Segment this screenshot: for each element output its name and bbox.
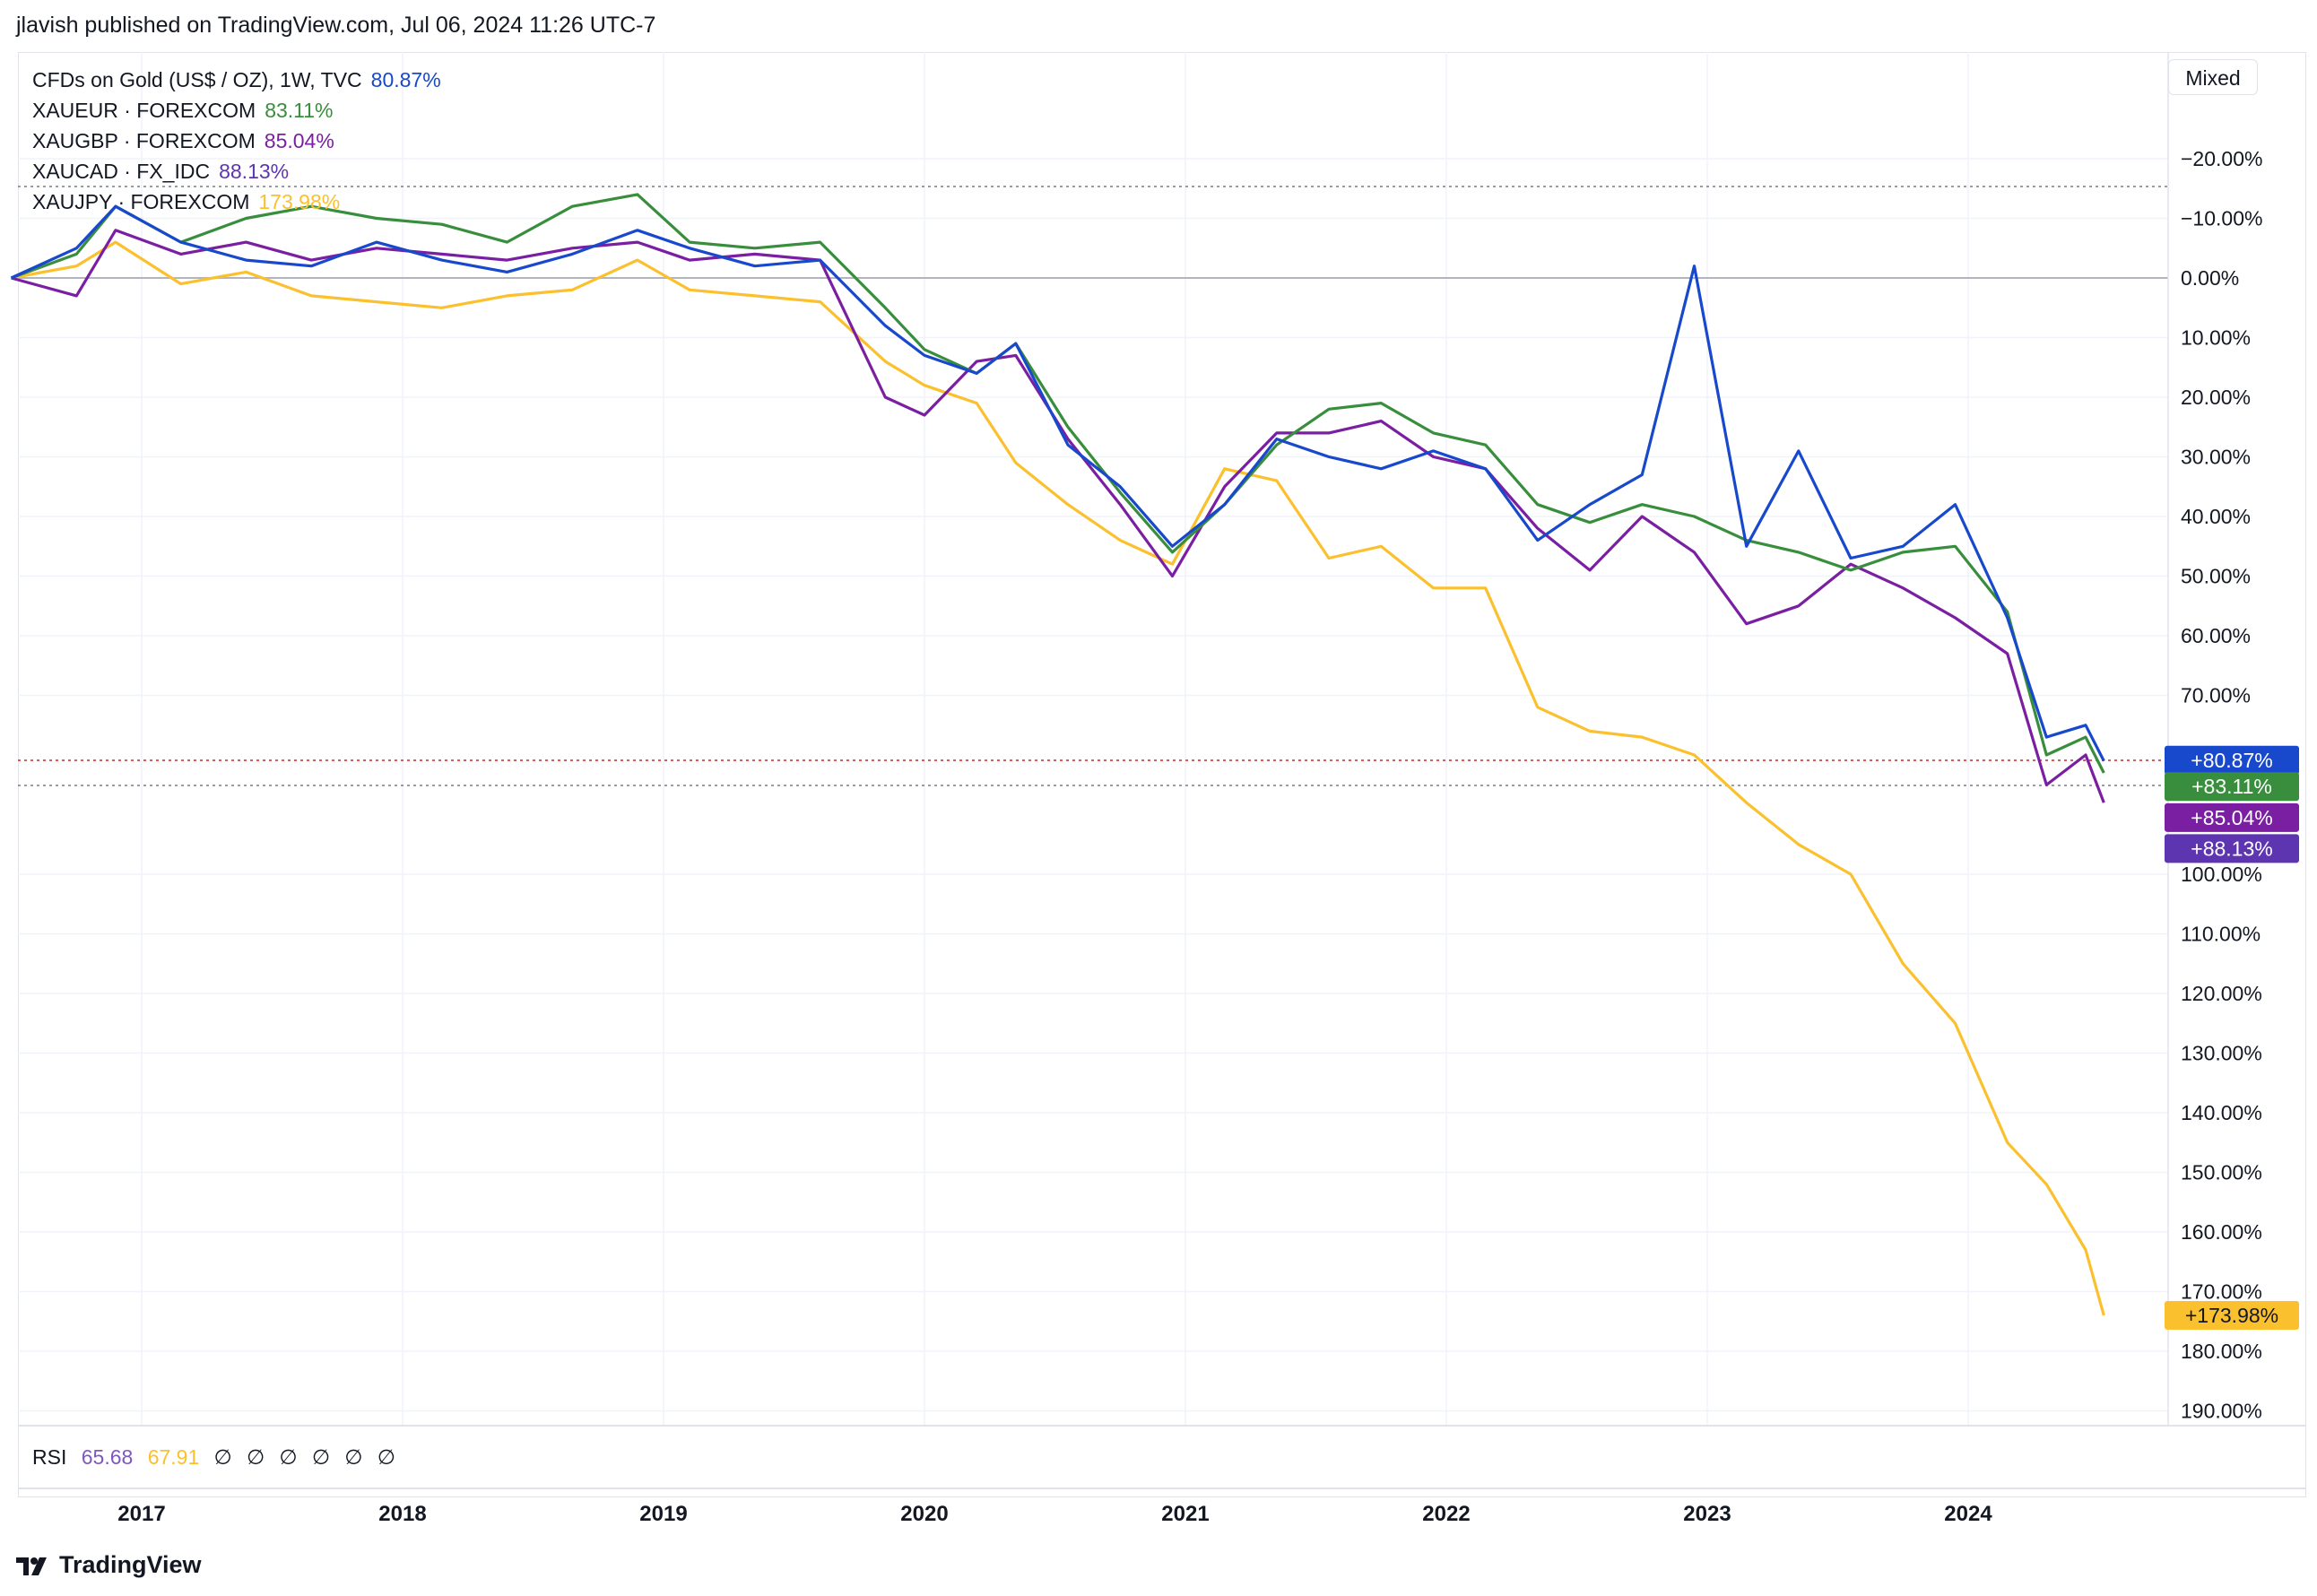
legend-symbol: XAUCAD · FX_IDC (32, 160, 211, 183)
rsi-value-1: 65.68 (81, 1445, 134, 1469)
y-tick-label: 150.00% (2181, 1161, 2262, 1184)
legend-row-gold[interactable]: CFDs on Gold (US$ / OZ), 1W, TVC 80.87% (32, 65, 441, 95)
rsi-empty-value: ∅ (344, 1445, 363, 1469)
y-tick-label: 50.00% (2181, 565, 2251, 588)
rsi-empty-value: ∅ (247, 1445, 265, 1469)
rsi-empty-value: ∅ (311, 1445, 330, 1469)
legend-row-xaucad[interactable]: XAUCAD · FX_IDC 88.13% (32, 156, 441, 186)
y-tick-label: 60.00% (2181, 624, 2251, 647)
legend-value: 83.11% (265, 99, 334, 122)
last-value-badge (2165, 834, 2299, 863)
x-tick-label: 2023 (1683, 1502, 1731, 1526)
last-value-badge (2165, 802, 2299, 832)
legend-row-xaujpy[interactable]: XAUJPY · FOREXCOM 173.98% (32, 186, 441, 217)
y-tick-label: 30.00% (2181, 446, 2251, 469)
brand-name: TradingView (59, 1551, 202, 1578)
legend-value: 173.98% (258, 190, 341, 213)
rsi-empty-value: ∅ (213, 1445, 232, 1469)
legend-symbol: XAUEUR · FOREXCOM (32, 99, 256, 122)
x-tick-label: 2017 (117, 1502, 165, 1526)
series-line (10, 204, 2105, 762)
y-tick-label: 170.00% (2181, 1280, 2262, 1304)
last-value-label: +83.11% (2191, 775, 2272, 798)
rsi-empty-value: ∅ (279, 1445, 298, 1469)
x-tick-label: 2018 (378, 1502, 426, 1526)
rsi-empty-value: ∅ (377, 1445, 395, 1469)
rsi-value-2: 67.91 (147, 1445, 200, 1469)
y-tick-label: 40.00% (2181, 505, 2251, 528)
y-tick-label: −20.00% (2181, 147, 2262, 170)
publisher-header: jlavish published on TradingView.com, Ju… (16, 13, 656, 38)
last-value-badge (2165, 745, 2299, 775)
y-tick-label: −10.00% (2181, 207, 2262, 230)
legend-value: 85.04% (264, 129, 334, 152)
legend-symbol: XAUGBP · FOREXCOM (32, 129, 256, 152)
series-line (10, 193, 2105, 774)
x-tick-label: 2024 (1944, 1502, 1992, 1526)
y-tick-label: 160.00% (2181, 1220, 2262, 1244)
y-tick-label: 130.00% (2181, 1042, 2262, 1065)
legend-symbol: XAUJPY · FOREXCOM (32, 190, 250, 213)
x-tick-label: 2021 (1161, 1502, 1209, 1526)
y-tick-label: 110.00% (2181, 923, 2261, 946)
y-tick-label: 70.00% (2181, 684, 2251, 707)
last-value-label: +88.13% (2191, 837, 2272, 860)
legend-row-xaueur[interactable]: XAUEUR · FOREXCOM 83.11% (32, 95, 441, 126)
last-value-label: +80.87% (2191, 749, 2272, 772)
x-tick-label: 2019 (639, 1502, 687, 1526)
y-tick-label: 140.00% (2181, 1101, 2262, 1124)
last-value-label: +85.04% (2191, 806, 2272, 829)
y-tick-label: 10.00% (2181, 326, 2251, 350)
rsi-label: RSI (32, 1445, 67, 1469)
x-tick-label: 2022 (1422, 1502, 1470, 1526)
y-tick-label: 120.00% (2181, 982, 2262, 1005)
chart-frame (18, 52, 2306, 1497)
legend-value: 80.87% (370, 68, 441, 91)
last-value-badge (2165, 1300, 2299, 1330)
legend-row-xaugbp[interactable]: XAUGBP · FOREXCOM 85.04% (32, 126, 441, 156)
y-tick-label: 190.00% (2181, 1400, 2262, 1423)
scale-mode-button[interactable]: Mixed (2168, 59, 2258, 95)
legend-value: 88.13% (219, 160, 290, 183)
tradingview-brand[interactable]: TradingView (16, 1551, 202, 1579)
y-tick-label: 100.00% (2181, 863, 2262, 886)
legend-symbol: CFDs on Gold (US$ / OZ), 1W, TVC (32, 68, 362, 91)
x-tick-label: 2020 (900, 1502, 948, 1526)
y-tick-label: 180.00% (2181, 1340, 2262, 1363)
series-legend: CFDs on Gold (US$ / OZ), 1W, TVC 80.87% X… (32, 65, 441, 217)
last-value-label: +173.98% (2185, 1304, 2278, 1327)
tradingview-logo-icon (16, 1557, 47, 1575)
series-line (11, 240, 2105, 1316)
y-tick-label: 20.00% (2181, 386, 2251, 409)
last-value-badge (2165, 772, 2299, 802)
y-tick-label: 0.00% (2181, 266, 2239, 290)
rsi-legend[interactable]: RSI 65.68 67.91 ∅ ∅ ∅ ∅ ∅ ∅ (32, 1445, 404, 1470)
